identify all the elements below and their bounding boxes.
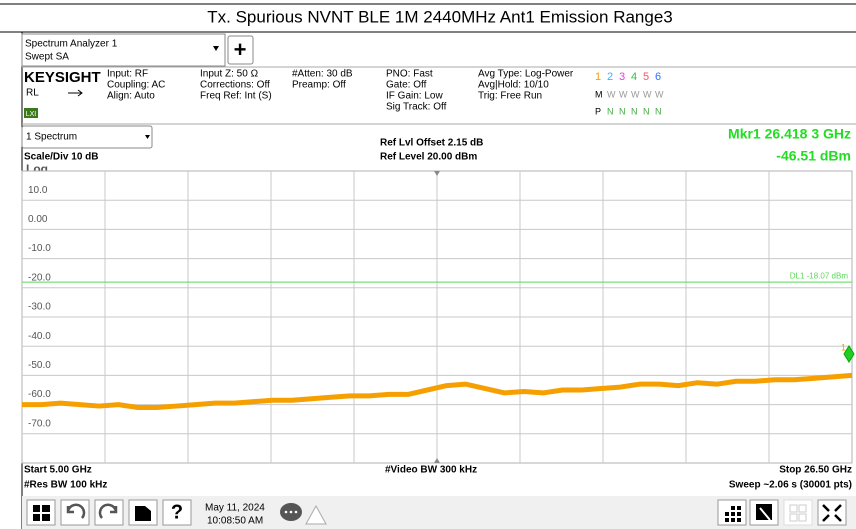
- dropdown-arrow: [213, 46, 219, 51]
- y-tick-label: -20.0: [28, 272, 51, 283]
- fullscreen-button[interactable]: [817, 499, 847, 526]
- start-button[interactable]: [26, 499, 56, 526]
- center-marker: [434, 458, 440, 463]
- trace-detector: N: [631, 106, 638, 116]
- info-text: Avg Type: Log-Power: [478, 69, 574, 80]
- message-icon[interactable]: [280, 503, 302, 521]
- trace: [22, 372, 853, 411]
- trace-mode: W: [631, 89, 640, 99]
- trace-mode: W: [607, 89, 616, 99]
- info-text: Input Z: 50 Ω: [200, 69, 259, 80]
- touch-button[interactable]: [749, 499, 779, 526]
- info-text: Align: Auto: [107, 91, 155, 102]
- y-tick-label: -70.0: [28, 418, 51, 429]
- info-text: Trig: Free Run: [478, 91, 542, 102]
- y-tick-label: -50.0: [28, 360, 51, 371]
- info-text: IF Gain: Low: [386, 91, 443, 102]
- lxi: LXI: [26, 111, 37, 118]
- taskbar: [22, 496, 856, 529]
- input-arrow: [68, 89, 83, 97]
- info-text: Freq Ref: Int (S): [200, 91, 272, 102]
- trace-detector: N: [655, 106, 662, 116]
- y-tick-label: -40.0: [28, 331, 51, 342]
- info-text: Corrections: Off: [200, 80, 270, 91]
- svg-text:?: ?: [171, 501, 183, 523]
- info-text: Gate: Off: [386, 80, 427, 91]
- trace-number: 5: [643, 71, 649, 83]
- display-line-label: DL1 -18.07 dBm: [790, 271, 849, 280]
- window-mode: Swept SA: [25, 52, 69, 63]
- window-selector[interactable]: [21, 33, 226, 67]
- center-marker: [434, 171, 440, 176]
- marker-freq: Mkr1 26.418 3 GHz: [728, 126, 851, 142]
- add-button[interactable]: [227, 35, 254, 65]
- trace-number: 3: [619, 71, 625, 83]
- y-tick-label: -30.0: [28, 302, 51, 313]
- info-text: Sig Track: Off: [386, 102, 447, 113]
- info-text: Input: RF: [107, 69, 148, 80]
- y-tick-label: 0.00: [28, 214, 48, 225]
- trace-mode: W: [619, 89, 628, 99]
- start-freq: Start 5.00 GHz: [24, 465, 92, 476]
- date: May 11, 2024: [205, 503, 265, 514]
- add-label: +: [234, 37, 247, 62]
- file-button[interactable]: [128, 499, 158, 526]
- ref-level: Ref Level 20.00 dBm: [380, 152, 477, 163]
- help-button[interactable]: ?: [162, 499, 192, 526]
- trace-detector: N: [643, 106, 650, 116]
- marker-level: -46.51 dBm: [776, 148, 851, 164]
- y-tick-label: 10.0: [28, 185, 48, 196]
- marker-diamond: [843, 345, 855, 363]
- info-text: Preamp: Off: [292, 80, 346, 91]
- window-name: Spectrum Analyzer 1: [25, 39, 118, 50]
- trace-detector: N: [607, 106, 614, 116]
- trace-number: 2: [607, 71, 613, 83]
- trace-number: 1: [595, 71, 601, 83]
- info-text: Avg|Hold: 10/10: [478, 80, 549, 91]
- trace-mode: W: [655, 89, 664, 99]
- ref-offset: Ref Lvl Offset 2.15 dB: [380, 138, 483, 149]
- marker-id: 1: [841, 342, 846, 352]
- info-text: Coupling: AC: [107, 80, 165, 91]
- stop-freq: Stop 26.50 GHz: [779, 465, 852, 476]
- y-tick-label: -60.0: [28, 389, 51, 400]
- y-tick-label: -10.0: [28, 243, 51, 254]
- trace-detector: N: [619, 106, 626, 116]
- rbw: #Res BW 100 kHz: [24, 480, 107, 491]
- trace-mode: M: [595, 89, 603, 99]
- redo-button[interactable]: [94, 499, 124, 526]
- view-name: 1 Spectrum: [26, 132, 77, 143]
- layout-button[interactable]: [783, 499, 813, 526]
- sweep: Sweep ~2.06 s (30001 pts): [729, 480, 852, 491]
- lxi-box: [24, 108, 38, 118]
- title: Tx. Spurious NVNT BLE 1M 2440MHz Ant1 Em…: [207, 7, 673, 26]
- vbw: #Video BW 300 kHz: [385, 465, 477, 476]
- trace-number: 4: [631, 71, 637, 83]
- time: 10:08:50 AM: [207, 516, 263, 527]
- info-text: #Atten: 30 dB: [292, 69, 353, 80]
- brand: KEYSIGHT: [24, 69, 101, 86]
- undo-button[interactable]: [60, 499, 90, 526]
- tool-button[interactable]: [717, 499, 747, 526]
- rl: RL: [26, 88, 39, 99]
- trace-number: 6: [655, 71, 661, 83]
- trace-detector: P: [595, 106, 601, 116]
- info-text: PNO: Fast: [386, 69, 433, 80]
- dropdown-arrow: [145, 135, 150, 139]
- trace-mode: W: [643, 89, 652, 99]
- scale: Scale/Div 10 dB: [24, 152, 98, 163]
- view-selector[interactable]: [21, 125, 153, 149]
- warning-icon: [305, 504, 327, 525]
